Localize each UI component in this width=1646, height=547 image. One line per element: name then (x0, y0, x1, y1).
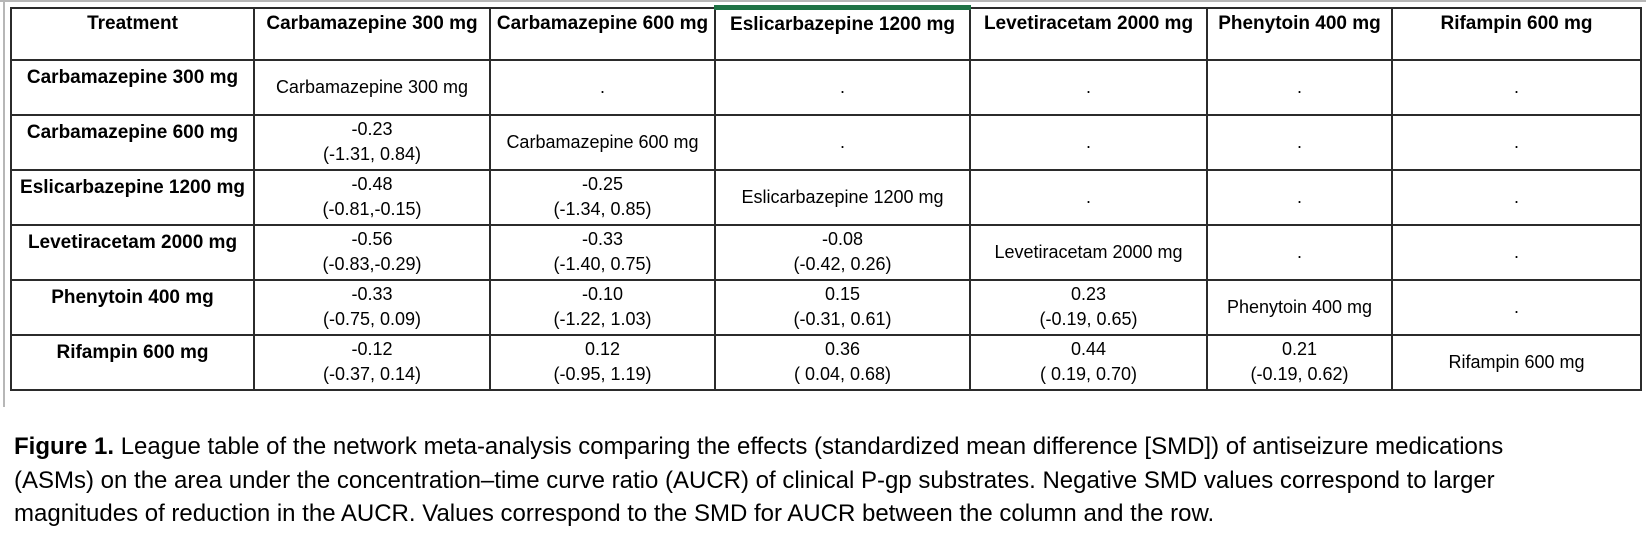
row-header[interactable]: Rifampin 600 mg (10, 333, 255, 391)
diagonal-treatment-cell[interactable]: Phenytoin 400 mg (1206, 278, 1393, 336)
row-header[interactable]: Levetiracetam 2000 mg (10, 223, 255, 281)
row-header[interactable]: Carbamazepine 300 mg (10, 58, 255, 116)
smd-value: 0.23 (1070, 284, 1107, 304)
smd-cell[interactable]: -0.48 (-0.81,-0.15) (253, 168, 491, 226)
smd-confidence-interval: (-1.40, 0.75) (553, 254, 652, 274)
column-header[interactable]: Phenytoin 400 mg (1206, 6, 1393, 61)
empty-cell[interactable]: . (714, 113, 971, 171)
diagonal-treatment-cell[interactable]: Eslicarbazepine 1200 mg (714, 168, 971, 226)
empty-cell[interactable]: . (1206, 58, 1393, 116)
smd-confidence-interval: ( 0.04, 0.68) (793, 364, 892, 384)
smd-confidence-interval: (-1.34, 0.85) (553, 199, 652, 219)
smd-confidence-interval: (-0.31, 0.61) (793, 309, 892, 329)
table-row: Carbamazepine 300 mg Carbamazepine 300 mg… (10, 58, 1642, 116)
smd-value: -0.10 (581, 284, 624, 304)
empty-cell[interactable]: . (1391, 58, 1642, 116)
diagonal-treatment-cell[interactable]: Carbamazepine 600 mg (489, 113, 716, 171)
smd-value: -0.48 (351, 174, 393, 194)
smd-value: -0.56 (351, 229, 393, 249)
smd-cell[interactable]: -0.33 (-0.75, 0.09) (253, 278, 491, 336)
window-edge-top (0, 0, 1646, 2)
table-row: Rifampin 600 mg -0.12 (-0.37, 0.14) 0.12 (-0… (10, 333, 1642, 391)
table-row: Carbamazepine 600 mg -0.23 (-1.31, 0.84) Ca… (10, 113, 1642, 171)
figure-caption: Figure 1. League table of the network me… (14, 430, 1544, 531)
smd-cell[interactable]: -0.10 (-1.22, 1.03) (489, 278, 716, 336)
smd-cell[interactable]: 0.12 (-0.95, 1.19) (489, 333, 716, 391)
smd-value: -0.33 (581, 229, 624, 249)
smd-confidence-interval: (-0.81,-0.15) (322, 199, 422, 219)
smd-confidence-interval: ( 0.19, 0.70) (1039, 364, 1138, 384)
empty-cell[interactable]: . (969, 113, 1208, 171)
smd-value: -0.08 (821, 229, 864, 249)
table-row: Phenytoin 400 mg -0.33 (-0.75, 0.09) -0.10 (… (10, 278, 1642, 336)
smd-value: 0.44 (1070, 339, 1107, 359)
diagonal-treatment-cell[interactable]: Carbamazepine 300 mg (253, 58, 491, 116)
smd-cell[interactable]: -0.25 (-1.34, 0.85) (489, 168, 716, 226)
smd-cell[interactable]: 0.15 (-0.31, 0.61) (714, 278, 971, 336)
column-header[interactable]: Eslicarbazepine 1200 mg (714, 5, 971, 61)
figure-caption-label: Figure 1. (14, 433, 115, 460)
empty-cell[interactable]: . (1206, 223, 1393, 281)
empty-cell[interactable]: . (1391, 113, 1642, 171)
column-header[interactable]: Levetiracetam 2000 mg (969, 6, 1208, 61)
smd-value: -0.25 (581, 174, 624, 194)
smd-confidence-interval: (-0.83,-0.29) (322, 254, 422, 274)
smd-value: -0.33 (351, 284, 393, 304)
corner-header-treatment[interactable]: Treatment (10, 6, 255, 61)
smd-cell[interactable]: 0.44 ( 0.19, 0.70) (969, 333, 1208, 391)
smd-value: -0.12 (351, 339, 393, 359)
row-header[interactable]: Eslicarbazepine 1200 mg (10, 168, 255, 226)
row-header[interactable]: Phenytoin 400 mg (10, 278, 255, 336)
column-header[interactable]: Rifampin 600 mg (1391, 6, 1642, 61)
empty-cell[interactable]: . (714, 58, 971, 116)
smd-cell[interactable]: 0.23 (-0.19, 0.65) (969, 278, 1208, 336)
smd-confidence-interval: (-1.31, 0.84) (322, 144, 422, 164)
smd-value: 0.12 (584, 339, 621, 359)
smd-value: 0.21 (1281, 339, 1318, 359)
smd-cell[interactable]: -0.12 (-0.37, 0.14) (253, 333, 491, 391)
diagonal-treatment-cell[interactable]: Levetiracetam 2000 mg (969, 223, 1208, 281)
table-row: Levetiracetam 2000 mg -0.56 (-0.83,-0.29) -… (10, 223, 1642, 281)
smd-confidence-interval: (-0.95, 1.19) (553, 364, 652, 384)
row-header[interactable]: Carbamazepine 600 mg (10, 113, 255, 171)
empty-cell[interactable]: . (969, 58, 1208, 116)
league-table: Treatment Carbamazepine 300 mg Carbamazepi… (10, 5, 1642, 391)
smd-confidence-interval: (-0.42, 0.26) (793, 254, 892, 274)
header-row: Treatment Carbamazepine 300 mg Carbamazepi… (10, 5, 1642, 61)
smd-value: -0.23 (351, 119, 393, 139)
empty-cell[interactable]: . (969, 168, 1208, 226)
smd-cell[interactable]: -0.08 (-0.42, 0.26) (714, 223, 971, 281)
smd-cell[interactable]: -0.56 (-0.83,-0.29) (253, 223, 491, 281)
empty-cell[interactable]: . (1206, 113, 1393, 171)
smd-value: 0.15 (824, 284, 861, 304)
smd-confidence-interval: (-0.19, 0.65) (1039, 309, 1138, 329)
figure-caption-text: League table of the network meta-analysi… (14, 433, 1504, 527)
empty-cell[interactable]: . (489, 58, 716, 116)
smd-cell[interactable]: 0.36 ( 0.04, 0.68) (714, 333, 971, 391)
empty-cell[interactable]: . (1391, 278, 1642, 336)
table-row: Eslicarbazepine 1200 mg -0.48 (-0.81,-0.15… (10, 168, 1642, 226)
empty-cell[interactable]: . (1391, 168, 1642, 226)
smd-cell[interactable]: -0.23 (-1.31, 0.84) (253, 113, 491, 171)
column-header[interactable]: Carbamazepine 300 mg (253, 6, 491, 61)
smd-cell[interactable]: -0.33 (-1.40, 0.75) (489, 223, 716, 281)
smd-confidence-interval: (-1.22, 1.03) (553, 309, 652, 329)
smd-value: 0.36 (824, 339, 861, 359)
diagonal-treatment-cell[interactable]: Rifampin 600 mg (1391, 333, 1642, 391)
smd-confidence-interval: (-0.37, 0.14) (322, 364, 422, 384)
smd-cell[interactable]: 0.21 (-0.19, 0.62) (1206, 333, 1393, 391)
smd-confidence-interval: (-0.75, 0.09) (322, 309, 422, 329)
empty-cell[interactable]: . (1206, 168, 1393, 226)
column-header[interactable]: Carbamazepine 600 mg (489, 6, 716, 61)
smd-confidence-interval: (-0.19, 0.62) (1250, 364, 1349, 384)
window-edge-left (3, 0, 5, 407)
empty-cell[interactable]: . (1391, 223, 1642, 281)
